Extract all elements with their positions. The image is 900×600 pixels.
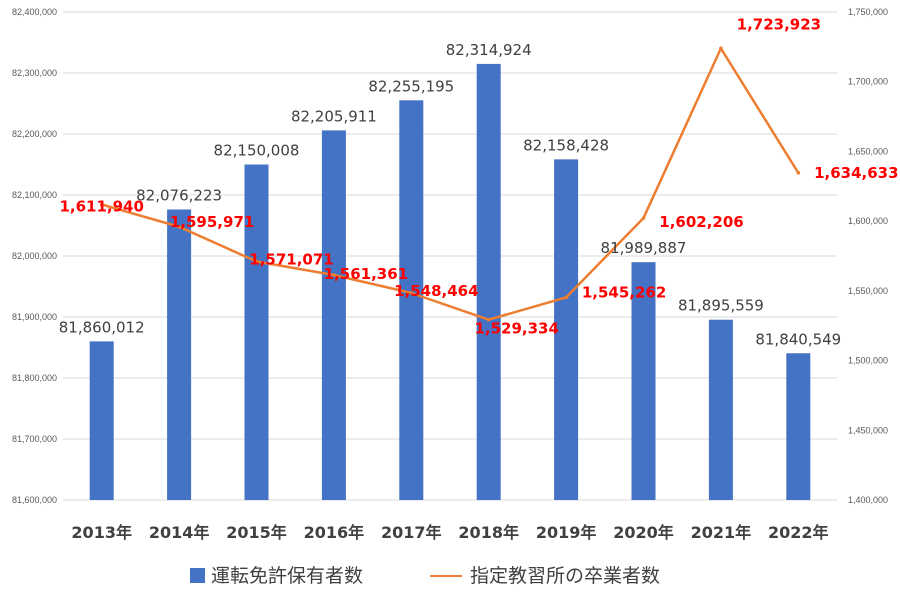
line-point-2018年 — [486, 317, 491, 322]
x-axis-tick-label: 2019年 — [536, 523, 597, 542]
x-axis-tick-label: 2020年 — [613, 523, 674, 542]
left-axis-tick-label: 81,900,000 — [12, 312, 57, 322]
line-data-labels: 1,611,9401,595,9711,571,0711,561,3611,54… — [59, 15, 898, 337]
left-axis-tick-label: 82,000,000 — [12, 251, 57, 261]
line-data-label: 1,611,940 — [59, 197, 143, 215]
bar-data-labels: 81,860,012 82,076,223 82,150,008 82,205,911… — [59, 41, 841, 348]
legend-bar-label: 運転免許保有者数 — [211, 565, 363, 587]
right-axis-tick-label: 1,700,000 — [848, 77, 888, 87]
left-axis-tick-label: 82,100,000 — [12, 190, 57, 200]
right-axis-tick-label: 1,600,000 — [848, 216, 888, 226]
x-axis-tick-label: 2014年 — [149, 523, 210, 542]
line-data-label: 1,595,971 — [170, 213, 254, 231]
right-axis-tick-label: 1,400,000 — [848, 495, 888, 505]
legend-bar-swatch — [190, 568, 205, 583]
line-point-2019年 — [564, 295, 568, 300]
bar-data-label: 81,989,887 — [601, 239, 687, 257]
x-axis-ticks: 2013年 2014年 2015年 2016年 2017年 2018年 2019年 2020年… — [71, 523, 828, 542]
line-point-2020年 — [641, 216, 646, 220]
line-data-label: 1,634,633 — [814, 164, 898, 182]
bar-2022年 — [786, 353, 811, 500]
left-axis-tick-label: 81,700,000 — [12, 434, 57, 444]
x-axis-tick-label: 2018年 — [458, 523, 519, 542]
left-axis-tick-label: 81,800,000 — [12, 373, 57, 383]
legend: 運転免許保有者数 指定教習所の卒業者数 — [190, 565, 660, 587]
line-data-label: 1,561,361 — [324, 265, 408, 283]
line-point-2014年 — [177, 224, 181, 229]
left-axis-ticks: 81,600,000 81,700,000 81,800,000 81,900,000… — [12, 7, 57, 505]
left-axis-tick-label: 82,300,000 — [12, 68, 57, 78]
bar-data-label: 81,895,559 — [678, 297, 764, 315]
line-data-label: 1,602,206 — [659, 213, 743, 231]
bar-2020年 — [631, 262, 656, 500]
right-axis-tick-label: 1,500,000 — [848, 356, 888, 366]
bar-2019年 — [554, 159, 579, 500]
gridlines — [63, 11, 837, 501]
line-point-2016年 — [332, 273, 336, 277]
bar-2013年 — [89, 341, 114, 500]
bar-data-label: 82,205,911 — [291, 107, 377, 125]
left-axis-tick-label: 81,600,000 — [12, 495, 57, 505]
right-axis-ticks: 1,400,000 1,450,000 1,500,000 1,550,000 1,60… — [848, 7, 888, 505]
legend-line-label: 指定教習所の卒業者数 — [470, 565, 660, 587]
line-data-label: 1,548,464 — [394, 282, 478, 300]
right-axis-tick-label: 1,650,000 — [848, 146, 888, 156]
bar-data-label: 82,255,195 — [368, 77, 454, 95]
bar-data-label: 82,076,223 — [136, 187, 222, 205]
bar-data-label: 82,314,924 — [446, 41, 532, 59]
line-point-2013年 — [99, 202, 104, 207]
x-axis-tick-label: 2013年 — [71, 523, 132, 542]
x-axis-tick-label: 2022年 — [768, 523, 829, 542]
line-point-2022年 — [796, 171, 801, 175]
bar-2014年 — [167, 209, 192, 500]
x-axis-tick-label: 2016年 — [304, 523, 365, 542]
bar-2017年 — [399, 100, 424, 500]
line-data-label: 1,545,262 — [582, 283, 666, 301]
line-data-label: 1,571,071 — [249, 250, 333, 268]
line-point-2017年 — [409, 291, 414, 295]
bar-2016年 — [321, 130, 346, 500]
x-axis-tick-label: 2017年 — [381, 523, 442, 542]
line-data-label: 1,529,334 — [474, 320, 558, 338]
bar-2021年 — [708, 319, 733, 500]
x-axis-tick-label: 2021年 — [691, 523, 752, 542]
bar-data-label: 81,860,012 — [59, 318, 145, 336]
right-axis-tick-label: 1,750,000 — [848, 7, 888, 17]
right-axis-tick-label: 1,550,000 — [848, 286, 888, 296]
line-data-label: 1,723,923 — [737, 15, 821, 33]
left-axis-tick-label: 82,400,000 — [12, 7, 57, 17]
line-point-2015年 — [254, 259, 259, 264]
x-axis-tick-label: 2015年 — [226, 523, 287, 542]
line-path — [101, 47, 800, 321]
bar-2015年 — [244, 164, 269, 500]
left-axis-tick-label: 82,200,000 — [12, 129, 57, 139]
line-series — [99, 46, 801, 322]
bar-data-label: 82,150,008 — [214, 141, 300, 159]
line-point-2021年 — [719, 46, 723, 51]
bar-data-label: 81,840,549 — [755, 330, 841, 348]
bar-data-label: 82,158,428 — [523, 136, 609, 154]
bar-series — [89, 63, 811, 500]
bar-2018年 — [476, 63, 501, 500]
right-axis-tick-label: 1,450,000 — [848, 425, 888, 435]
